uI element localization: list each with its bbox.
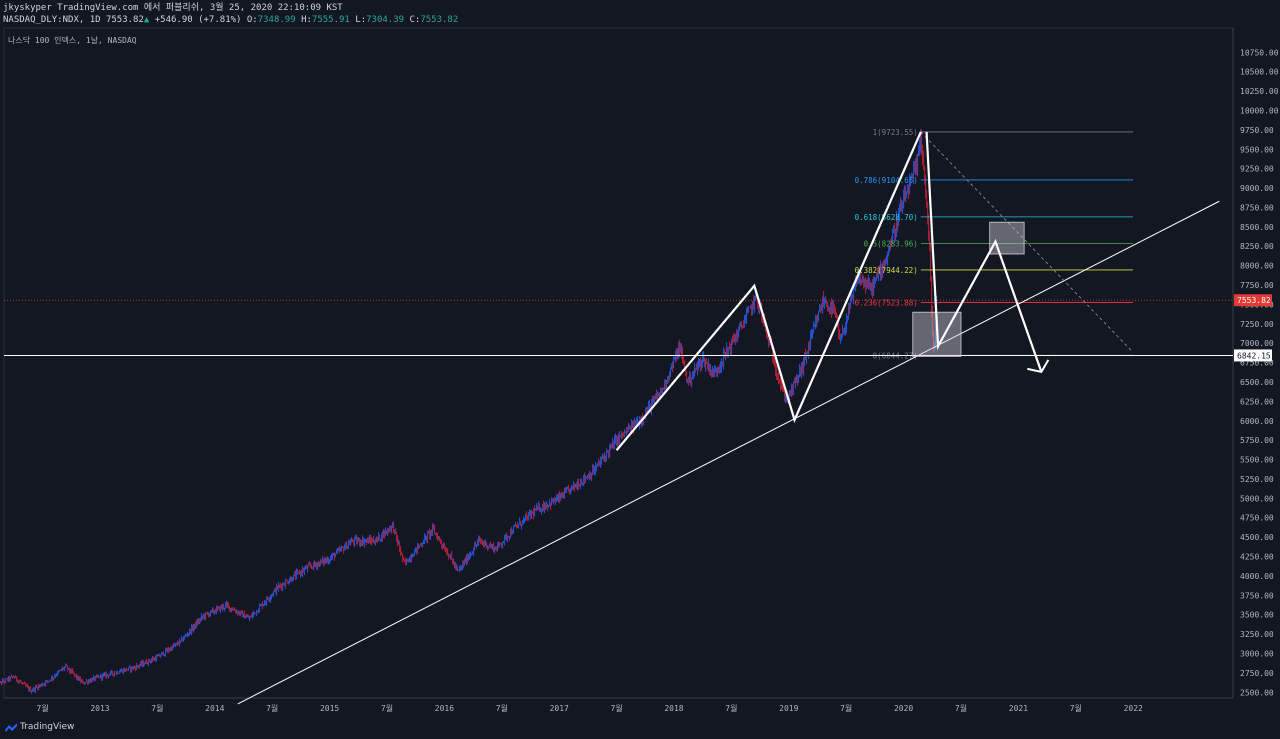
last-price-tag-bg [1234, 294, 1272, 307]
x-tick-label: 7월 [381, 703, 393, 713]
hline-price-tag-text: 6842.15 [1237, 351, 1271, 360]
tradingview-logo-icon [5, 723, 17, 732]
y-tick-label: 2500.00 [1240, 688, 1274, 697]
x-tick-label: 7월 [266, 703, 278, 713]
highlight-box[interactable] [989, 221, 1025, 255]
fib-level-label: 0.5(8283.96) [864, 240, 918, 249]
y-tick-label: 8250.00 [1240, 242, 1274, 251]
y-tick-label: 10000.00 [1240, 106, 1279, 115]
zigzag-pattern[interactable] [615, 131, 922, 451]
y-tick-label: 5750.00 [1240, 436, 1274, 445]
chart-header: jkyskyper TradingView.com 에서 퍼블리쉬, 3월 25… [0, 0, 1280, 28]
y-tick-label: 6250.00 [1240, 397, 1274, 406]
y-tick-label: 3000.00 [1240, 649, 1274, 658]
hline-price-tag: 6842.15 [1234, 349, 1272, 362]
drawings[interactable] [4, 131, 1233, 705]
trendline[interactable] [237, 200, 1220, 705]
y-tick-label: 8500.00 [1240, 223, 1274, 232]
fib-level-label: 0.382(7944.22) [855, 266, 918, 275]
y-tick-label: 8000.00 [1240, 262, 1274, 271]
x-tick-label: 7월 [151, 703, 163, 713]
time-axis[interactable]: 7월 2013 7월 2014 7월 2015 7월 2016 7월 2017 7월 2018 7월 20… [37, 703, 1144, 713]
price-tags: 7553.82 6842.15 [1234, 294, 1272, 362]
x-tick-label: 7월 [37, 703, 49, 713]
close-label: C: [409, 15, 421, 25]
x-tick-label: 7월 [611, 703, 623, 713]
brand-label[interactable]: TradingView [20, 722, 75, 732]
y-tick-label: 6000.00 [1240, 417, 1274, 426]
x-tick-label: 2022 [1124, 704, 1143, 713]
fib-level-label: 0.618(8628.70) [855, 213, 918, 222]
y-tick-label: 3750.00 [1240, 591, 1274, 600]
y-tick-label: 5000.00 [1240, 494, 1274, 503]
hline-price-tag-bg [1234, 349, 1272, 362]
price-chart[interactable]: 2500.00 2750.00 3000.00 3250.00 3500.00 3750.… [0, 0, 1280, 718]
y-tick-label: 4250.00 [1240, 553, 1274, 562]
low-value: 7304.39 [366, 15, 405, 25]
y-tick-label: 9000.00 [1240, 184, 1274, 193]
fib-level-label: 0.786(9104.65) [855, 176, 918, 185]
y-tick-label: 6500.00 [1240, 378, 1274, 387]
x-tick-label: 2013 [90, 704, 109, 713]
x-tick-label: 2020 [894, 704, 913, 713]
fib-level-label: 0.236(7523.88) [855, 299, 918, 308]
x-tick-label: 2021 [1009, 704, 1028, 713]
y-tick-label: 4750.00 [1240, 514, 1274, 523]
x-tick-label: 7월 [496, 703, 508, 713]
y-tick-label: 7750.00 [1240, 281, 1274, 290]
open-value: 7348.99 [257, 15, 296, 25]
y-tick-label: 3250.00 [1240, 630, 1274, 639]
x-tick-label: 2017 [550, 704, 569, 713]
publisher-line: jkyskyper TradingView.com 에서 퍼블리쉬, 3월 25… [3, 3, 343, 13]
y-tick-label: 7000.00 [1240, 339, 1274, 348]
low-label: L: [355, 15, 367, 25]
last-price-tag: 7553.82 [1234, 294, 1272, 307]
y-tick-label: 9750.00 [1240, 126, 1274, 135]
y-tick-label: 4000.00 [1240, 572, 1274, 581]
y-tick-label: 3500.00 [1240, 611, 1274, 620]
y-tick-label: 6750.00 [1240, 359, 1274, 368]
last-price: 7553.82 [105, 15, 144, 25]
y-tick-label: 2750.00 [1240, 669, 1274, 678]
symbol-name[interactable]: NASDAQ_DLY:NDX, 1D [3, 15, 101, 25]
y-tick-label: 5500.00 [1240, 456, 1274, 465]
x-tick-label: 7월 [840, 703, 852, 713]
y-tick-label: 9500.00 [1240, 145, 1274, 154]
symbol-legend: NASDAQ_DLY:NDX, 1D 7553.82▲ +546.90 (+7.… [3, 14, 458, 27]
x-tick-label: 7월 [1070, 703, 1082, 713]
x-tick-label: 7월 [955, 703, 967, 713]
high-label: H: [301, 15, 312, 25]
y-tick-label: 10500.00 [1240, 68, 1279, 77]
x-tick-label: 2015 [320, 704, 339, 713]
price-change: +546.90 (+7.81%) [154, 15, 242, 25]
x-tick-label: 2014 [205, 704, 224, 713]
last-price-tag-text: 7553.82 [1237, 296, 1271, 305]
y-tick-label: 5250.00 [1240, 475, 1274, 484]
close-value: 7553.82 [420, 15, 459, 25]
plot-area-border [3, 27, 1234, 699]
y-tick-label: 8750.00 [1240, 203, 1274, 212]
y-tick-label: 4500.00 [1240, 533, 1274, 542]
candles [0, 129, 938, 694]
projection-path[interactable] [925, 131, 1043, 373]
x-tick-label: 2016 [435, 704, 454, 713]
x-tick-label: 2018 [664, 704, 683, 713]
y-tick-label: 10750.00 [1240, 48, 1279, 57]
footer: TradingView [0, 718, 1280, 739]
y-tick-label: 7250.00 [1240, 320, 1274, 329]
chart-title: 나스닥 100 인덱스, 1날, NASDAQ [8, 36, 137, 45]
y-tick-label: 10250.00 [1240, 87, 1279, 96]
fib-level-label: 1(9723.55) [873, 128, 918, 137]
price-axis[interactable]: 2500.00 2750.00 3000.00 3250.00 3500.00 3750.… [1240, 48, 1279, 697]
arrow-head-icon [1027, 359, 1050, 374]
high-value: 7555.91 [311, 15, 350, 25]
open-label: O: [246, 15, 258, 25]
y-tick-label: 9250.00 [1240, 165, 1274, 174]
x-tick-label: 7월 [725, 703, 737, 713]
x-tick-label: 2019 [779, 704, 798, 713]
up-arrow-icon: ▲ [143, 15, 150, 25]
